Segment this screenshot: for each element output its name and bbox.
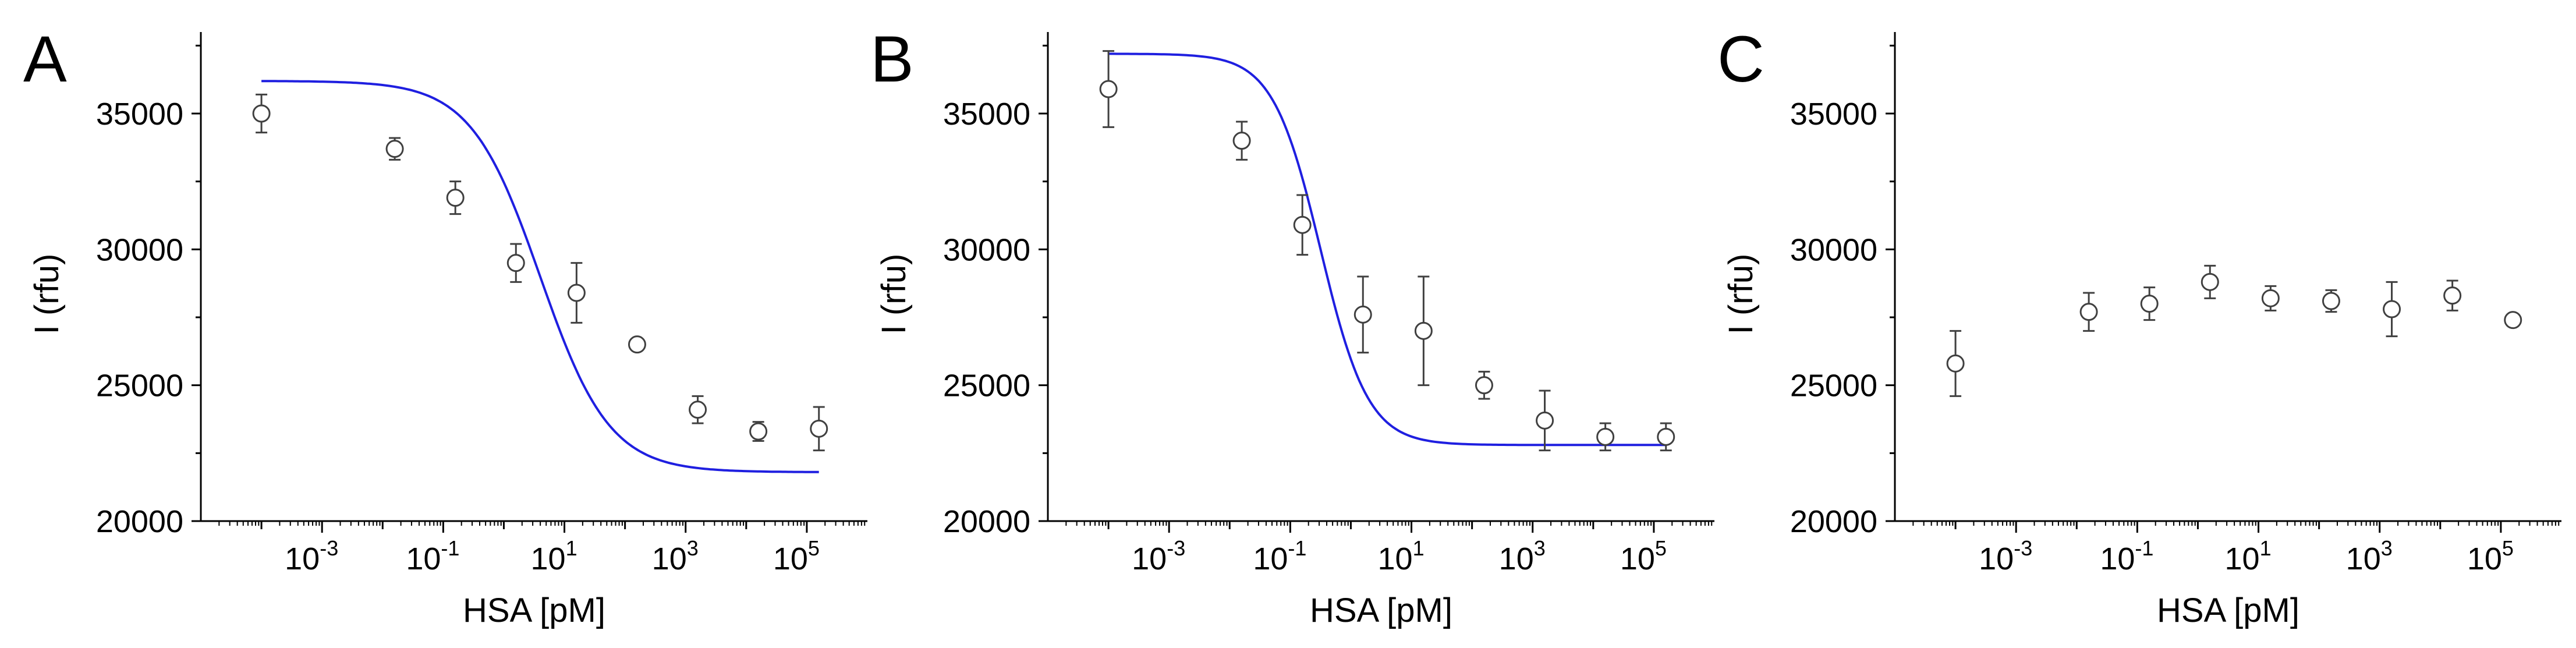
y-tick-label: 35000 xyxy=(96,97,183,132)
data-point xyxy=(1414,321,1433,340)
data-point xyxy=(2201,272,2219,291)
x-axis-title: HSA [pM] xyxy=(1310,592,1452,629)
y-tick-label: 30000 xyxy=(1790,232,1877,267)
x-axis-title: HSA [pM] xyxy=(2157,592,2299,629)
data-point xyxy=(2322,292,2340,310)
chart-panel-a: A 20000 25000 30000 35000 10-3 10-1 101 103 105 HS… xyxy=(23,23,867,629)
data-point xyxy=(2261,289,2280,307)
data-point xyxy=(1353,305,1372,324)
y-tick-label: 30000 xyxy=(943,232,1030,267)
x-tick-label: 103 xyxy=(1499,536,1546,576)
x-tick-label: 103 xyxy=(652,536,699,576)
data-point xyxy=(2079,303,2098,321)
x-tick-label: 10-3 xyxy=(1132,536,1185,576)
chart-panel-c: C 20000 25000 30000 35000 10-3 10-1 101 103 105 HS… xyxy=(1717,23,2561,629)
x-axis-title: HSA [pM] xyxy=(463,592,605,629)
x-tick-label: 10-1 xyxy=(1253,536,1306,576)
data-point xyxy=(446,189,465,207)
data-point xyxy=(749,422,768,441)
data-point xyxy=(506,254,525,272)
x-tick-label: 105 xyxy=(2467,536,2514,576)
y-tick-label: 35000 xyxy=(943,97,1030,132)
x-tick-label: 10-1 xyxy=(406,536,459,576)
x-tick-label: 10-1 xyxy=(2100,536,2153,576)
data-point xyxy=(1475,376,1493,395)
y-tick-label: 35000 xyxy=(1790,97,1877,132)
y-tick-label: 20000 xyxy=(1790,504,1877,539)
data-point xyxy=(1099,80,1118,98)
x-tick-label: 101 xyxy=(2224,536,2271,576)
data-point xyxy=(2383,300,2401,318)
y-axis-title: I (rfu) xyxy=(875,254,913,335)
data-point xyxy=(2140,295,2159,313)
y-axis-title: I (rfu) xyxy=(1722,254,1760,335)
data-point xyxy=(2443,286,2462,305)
x-tick-label: 103 xyxy=(2346,536,2393,576)
data-point xyxy=(385,140,404,158)
data-point xyxy=(567,284,586,302)
data-point xyxy=(628,335,646,354)
y-tick-label: 20000 xyxy=(943,504,1030,539)
x-tick-label: 105 xyxy=(1620,536,1667,576)
data-point xyxy=(1293,215,1312,234)
y-tick-label: 25000 xyxy=(943,369,1030,403)
data-point xyxy=(810,419,828,438)
data-point xyxy=(2504,311,2522,330)
y-tick-label: 20000 xyxy=(96,504,183,539)
data-point xyxy=(1232,132,1251,150)
panel-letter: C xyxy=(1717,23,1764,95)
data-point xyxy=(1536,411,1554,430)
panel-letter: A xyxy=(23,23,67,95)
y-axis-title: I (rfu) xyxy=(28,254,66,335)
x-tick-label: 101 xyxy=(530,536,577,576)
data-point xyxy=(1946,354,1965,373)
x-tick-label: 105 xyxy=(773,536,820,576)
x-tick-label: 10-3 xyxy=(1979,536,2032,576)
data-point xyxy=(689,401,707,419)
chart-panel-b: B 20000 25000 30000 35000 10-3 10-1 101 103 105 HS… xyxy=(870,23,1714,629)
data-point xyxy=(252,104,271,123)
x-tick-label: 10-3 xyxy=(285,536,338,576)
fit-curve xyxy=(1108,52,1666,447)
fit-curve xyxy=(261,80,819,473)
x-tick-label: 101 xyxy=(1377,536,1424,576)
y-tick-label: 25000 xyxy=(96,369,183,403)
data-point xyxy=(1657,427,1675,446)
data-point xyxy=(1596,427,1615,446)
panel-letter: B xyxy=(870,23,914,95)
y-tick-label: 25000 xyxy=(1790,369,1877,403)
y-tick-label: 30000 xyxy=(96,232,183,267)
